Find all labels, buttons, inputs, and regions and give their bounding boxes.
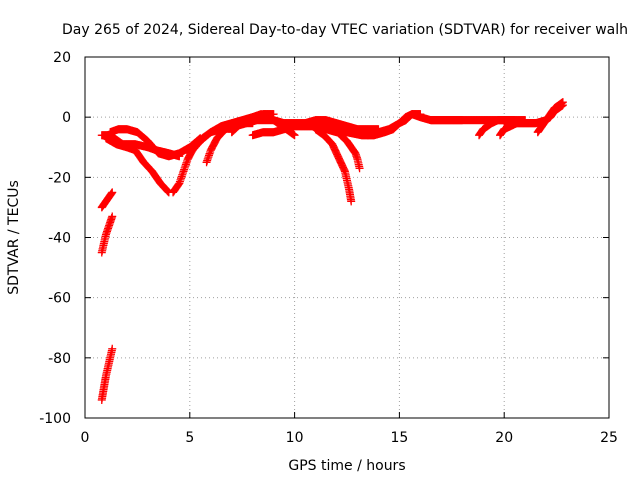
series-arc-05 bbox=[101, 134, 173, 197]
data-point bbox=[108, 188, 117, 197]
y-tick-label: -40 bbox=[48, 231, 71, 247]
x-axis-title: GPS time / hours bbox=[288, 458, 405, 474]
x-tick-label: 10 bbox=[286, 430, 304, 446]
axis-ticks: 0 5 10 15 20 25 -100 -80 -60 -40 -20 0 20 bbox=[39, 50, 618, 446]
plot-frame bbox=[84, 56, 610, 419]
y-tick-label: -20 bbox=[48, 170, 71, 186]
y-axis-title: SDTVAR / TECUs bbox=[6, 180, 22, 295]
series-arc-21 bbox=[533, 101, 567, 137]
series-arc-03 bbox=[97, 188, 117, 212]
data-points bbox=[97, 98, 567, 404]
grid bbox=[85, 57, 609, 418]
data-point bbox=[108, 344, 117, 353]
y-tick-label: 0 bbox=[62, 110, 71, 126]
y-tick-label: -60 bbox=[48, 291, 71, 307]
data-point bbox=[290, 131, 299, 140]
series-arc-02 bbox=[97, 212, 117, 257]
series-arc-16 bbox=[363, 110, 467, 140]
chart-title: Day 265 of 2024, Sidereal Day-to-day VTE… bbox=[62, 22, 628, 38]
y-tick-label: -80 bbox=[48, 351, 71, 367]
y-tick-label: 20 bbox=[53, 50, 71, 66]
data-point bbox=[347, 197, 356, 206]
x-tick-label: 25 bbox=[600, 430, 618, 446]
x-tick-label: 0 bbox=[81, 430, 90, 446]
series-arc-01 bbox=[97, 344, 117, 404]
x-tick-label: 15 bbox=[390, 430, 408, 446]
series-arc-13 bbox=[311, 125, 356, 206]
y-tick-label: -100 bbox=[39, 411, 71, 427]
data-point bbox=[355, 164, 364, 173]
x-tick-label: 5 bbox=[185, 430, 194, 446]
x-tick-label: 20 bbox=[495, 430, 513, 446]
data-point bbox=[108, 212, 117, 221]
data-point bbox=[558, 101, 567, 110]
